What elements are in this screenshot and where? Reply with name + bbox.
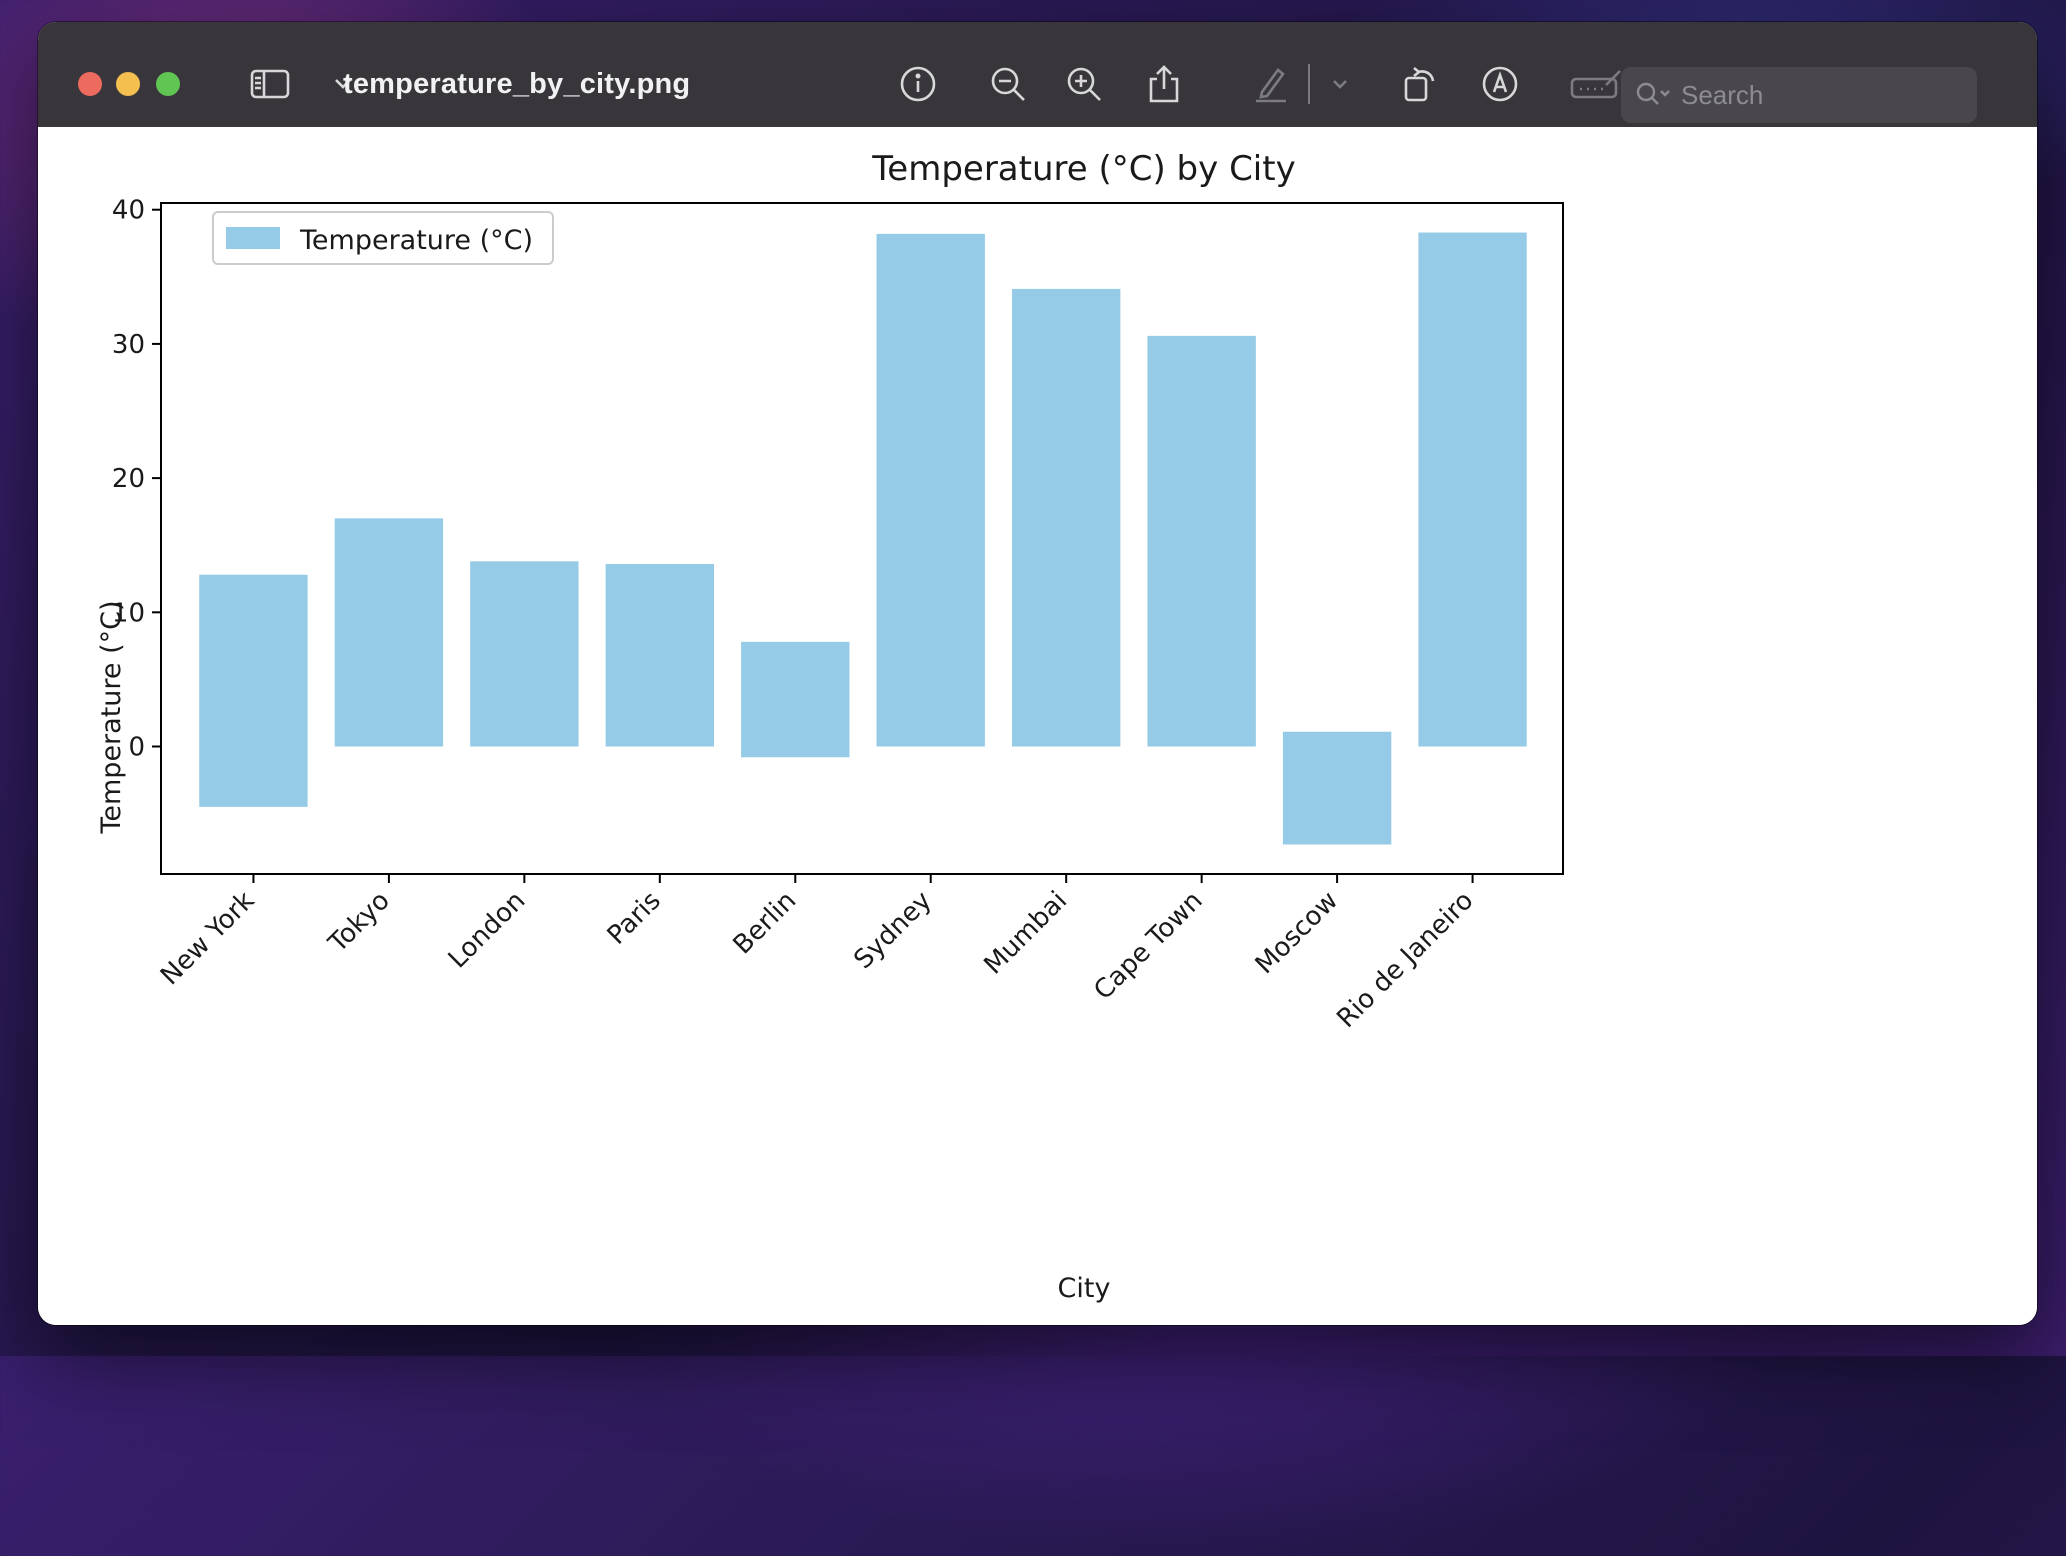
search-icon <box>1636 82 1670 105</box>
legend-box <box>212 211 554 265</box>
legend-swatch <box>226 227 280 249</box>
bar-new-york <box>199 574 308 807</box>
toolbar-divider <box>1308 62 1310 106</box>
x-tick-label: Berlin <box>728 886 803 961</box>
y-tick-label: 0 <box>128 733 145 763</box>
titlebar: temperature_by_city.png <box>38 22 2037 128</box>
markup-icon[interactable] <box>1478 62 1522 106</box>
x-tick-label: Sydney <box>848 886 937 975</box>
legend: Temperature (°C) <box>212 211 554 265</box>
x-tick-label: Paris <box>602 886 667 951</box>
bar-sydney <box>876 233 985 747</box>
document-view: Temperature (°C) by City 0 10 20 30 40 New Y… <box>38 127 2037 1325</box>
chevron-down-icon[interactable] <box>1328 62 1352 106</box>
signature-icon[interactable] <box>1570 62 1622 106</box>
legend-label: Temperature (°C) <box>299 225 533 256</box>
x-axis-label: City <box>1058 1273 1111 1304</box>
sidebar-toggle-icon[interactable] <box>238 62 302 106</box>
share-icon[interactable] <box>1144 62 1184 106</box>
y-tick-label: 30 <box>112 330 145 360</box>
bar-mumbai <box>1012 288 1121 747</box>
bar-tokyo <box>334 518 444 747</box>
bar-moscow <box>1282 731 1392 845</box>
x-tick-label: Mumbai <box>978 886 1073 981</box>
bar-paris <box>605 563 714 747</box>
zoom-out-icon[interactable] <box>986 62 1030 106</box>
y-tick-label: 10 <box>112 598 145 628</box>
x-tick-label: Rio de Janeiro <box>1331 886 1479 1034</box>
rotate-icon[interactable] <box>1398 62 1442 106</box>
search-field[interactable] <box>1621 67 1977 123</box>
bars-group <box>199 232 1527 845</box>
window-title: temperature_by_city.png <box>343 68 691 100</box>
y-axis-label: Temperature (°C) <box>96 600 127 834</box>
x-tick-label: New York <box>155 886 260 991</box>
maximize-button[interactable] <box>156 72 180 96</box>
bar-berlin <box>741 641 850 758</box>
preview-window: temperature_by_city.png <box>38 22 2037 1325</box>
plot-frame <box>160 202 1564 875</box>
x-tick-label: Tokyo <box>322 886 395 959</box>
x-tick-label: Cape Town <box>1088 886 1208 1006</box>
chevron-down-icon[interactable] <box>328 62 358 106</box>
search-input[interactable] <box>1679 78 1943 112</box>
bar-rio-de-janeiro <box>1418 232 1527 747</box>
x-axis: New York Tokyo London Paris Berlin Sydney Mumb… <box>155 874 1480 1034</box>
info-icon[interactable] <box>896 62 940 106</box>
bar-chart: Temperature (°C) by City 0 10 20 30 40 New Y… <box>96 149 1564 1304</box>
close-button[interactable] <box>78 72 102 96</box>
y-tick-label: 40 <box>112 196 145 226</box>
x-tick-label: Moscow <box>1250 886 1344 980</box>
bar-london <box>470 561 579 747</box>
x-tick-label: London <box>443 886 532 975</box>
zoom-in-icon[interactable] <box>1062 62 1106 106</box>
y-axis: 0 10 20 30 40 <box>112 196 161 763</box>
highlight-pen-icon[interactable] <box>1248 62 1292 106</box>
y-tick-label: 20 <box>112 464 145 494</box>
minimize-button[interactable] <box>116 72 140 96</box>
chart-title: Temperature (°C) by City <box>871 149 1295 189</box>
bar-cape-town <box>1147 335 1256 747</box>
